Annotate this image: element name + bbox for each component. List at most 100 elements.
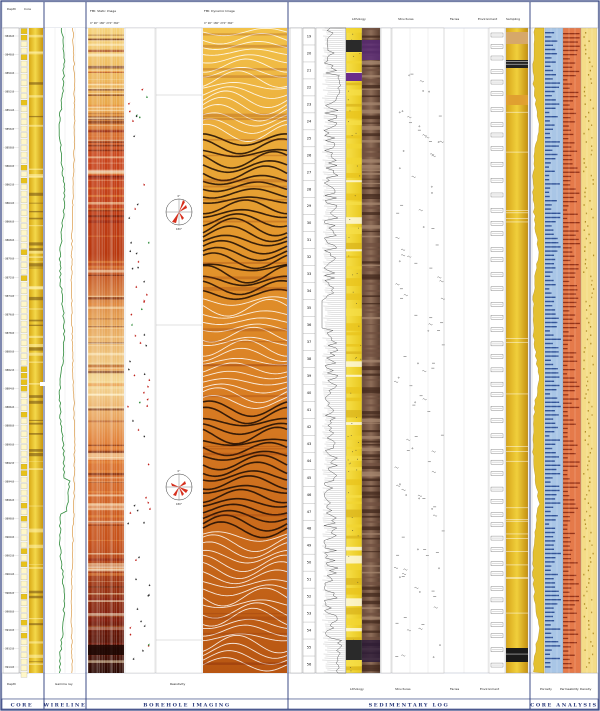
header-structures: Structures (398, 17, 414, 21)
lithology-bands (346, 28, 362, 672)
core-number: 26 (307, 153, 312, 157)
section-title-coreanalysis: CORE ANALYSIS (530, 703, 598, 709)
core-number: 22 (307, 85, 312, 89)
core-number: 25 (307, 136, 312, 140)
depth-label: 3848.8 (5, 53, 14, 57)
section-title-band (1, 698, 599, 710)
facies-codes (490, 32, 504, 668)
depth-label: 3884.8 (5, 387, 14, 391)
rose-diagram-lower: 0° 180° (165, 469, 193, 506)
core-number: 34 (307, 289, 312, 293)
core-number: 43 (307, 442, 312, 446)
core-number: 23 (307, 102, 312, 106)
rose-lower-north: 0° (178, 469, 182, 473)
rose-track-dividers (156, 94, 202, 641)
facies-color-column (505, 27, 529, 674)
core-number: 44 (307, 459, 312, 463)
depth-label: 3856.8 (5, 127, 14, 131)
depth-label: 3902.8 (5, 554, 14, 558)
depth-label: 3868.8 (5, 238, 14, 242)
footer-resistivity: Resistivity (170, 682, 186, 686)
header-static-scale: 0° 90° 180° 270° 360° (90, 21, 120, 25)
depth-label: 3880.8 (5, 350, 14, 354)
core-image-bands (362, 28, 380, 672)
section-dividers (43, 2, 531, 709)
core-number: 33 (307, 272, 312, 276)
grain-size-profile (321, 27, 347, 674)
core-number: 50 (307, 561, 312, 565)
section-title-borehole: BOREHOLE IMAGING (143, 703, 231, 709)
core-number: 56 (307, 663, 312, 667)
depth-labels: 3846.8 3848.8 3850.8 3852.8 3854.8 3856.8 3858… (3, 34, 19, 669)
depth-label: 3892.8 (5, 461, 14, 465)
core-number: 20 (307, 51, 312, 55)
core-number: 24 (307, 119, 312, 123)
dynamic-image-sinusoids (202, 27, 288, 672)
core-number: 53 (307, 612, 312, 616)
dynamic-image-track (203, 28, 287, 673)
section-title-core: CORE (11, 703, 34, 709)
depth-label: 3906.8 (5, 591, 14, 595)
depth-label: 3882.8 (5, 368, 14, 372)
dip-tadpoles (127, 88, 151, 660)
core-number: 39 (307, 374, 312, 378)
core-boxes (20, 28, 28, 678)
depth-label: 3872.8 (5, 275, 14, 279)
core-number: 54 (307, 629, 312, 633)
depth-label: 3870.8 (5, 257, 14, 261)
footer-porosity: Porosity (540, 687, 552, 691)
depth-label: 3878.8 (5, 331, 14, 335)
header-static-image: FMI: Static Image (90, 9, 116, 13)
depth-label: 3898.8 (5, 517, 14, 521)
footer-facies: Facies (450, 687, 460, 691)
header-core: Core (24, 7, 31, 11)
header-sampling: Sampling (506, 17, 520, 21)
footer-lithology: Lithology (350, 687, 364, 691)
footer-gamma: Gamma ray (55, 682, 73, 686)
bottom-header-band (1, 672, 599, 700)
core-number: 55 (307, 646, 312, 650)
depth-label: 3876.8 (5, 312, 14, 316)
sedimentary-symbols (393, 73, 446, 658)
depth-label: 3888.8 (5, 424, 14, 428)
depth-label: 3858.8 (5, 145, 14, 149)
core-number: 32 (307, 255, 312, 259)
core-number: 36 (307, 323, 312, 327)
depth-label: 3852.8 (5, 90, 14, 94)
core-number: 31 (307, 238, 312, 242)
core-number: 37 (307, 340, 312, 344)
analysis-core-profile (532, 27, 545, 674)
core-number: 41 (307, 408, 312, 412)
core-number: 42 (307, 425, 312, 429)
structures-track (380, 27, 392, 674)
rose-lower-south: 180° (176, 502, 183, 506)
core-number: 21 (307, 68, 312, 72)
depth-label: 3886.8 (5, 405, 14, 409)
rose-upper-north: 0° (178, 194, 182, 198)
footer-depth: Depth (7, 682, 16, 686)
core-number: 35 (307, 306, 312, 310)
depth-label: 3894.8 (5, 479, 14, 483)
depth-label: 3896.8 (5, 498, 14, 502)
core-number: 51 (307, 578, 312, 582)
core-number: 40 (307, 391, 312, 395)
core-number: 45 (307, 476, 312, 480)
core-number: 29 (307, 204, 312, 208)
footer-density: Density (580, 687, 592, 691)
sed-depth-track (289, 27, 303, 674)
depth-label: 3900.8 (5, 535, 14, 539)
footer-environment: Environment (480, 687, 500, 691)
core-number: 28 (307, 187, 312, 191)
analysis-grid (550, 28, 593, 673)
depth-label: 3854.8 (5, 108, 14, 112)
depth-track (2, 27, 20, 674)
analysis-bars (545, 32, 595, 669)
core-number: 46 (307, 493, 312, 497)
footer-permeability: Permeability (560, 687, 579, 691)
depth-label: 3850.8 (5, 71, 14, 75)
core-number: 52 (307, 595, 312, 599)
sed-track-dividers (409, 28, 489, 673)
grain-size-hatching (321, 27, 347, 674)
